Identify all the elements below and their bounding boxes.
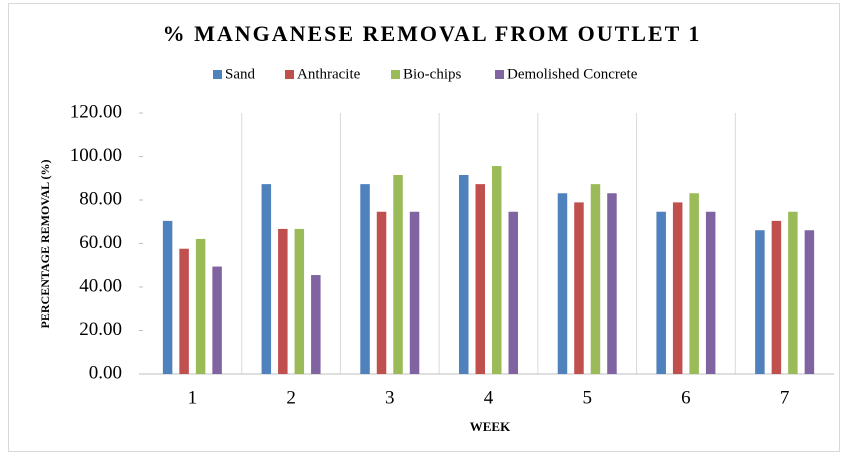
x-tick-label: 5 — [582, 387, 592, 408]
bar — [459, 174, 469, 374]
chart-frame — [8, 3, 840, 452]
y-tick-label: 120.00 — [70, 101, 122, 122]
bar — [162, 220, 173, 374]
bar — [574, 202, 584, 374]
bar — [607, 193, 617, 374]
x-tick-label: 1 — [188, 387, 198, 408]
x-tick-label: 3 — [385, 387, 395, 408]
bar — [804, 230, 815, 374]
bar — [311, 275, 321, 374]
y-tick-label: 40.00 — [79, 275, 122, 296]
bar — [376, 211, 387, 374]
bar — [179, 248, 189, 374]
bar — [508, 211, 518, 374]
legend-swatch — [495, 70, 504, 79]
bar — [656, 211, 666, 374]
chart-title: % MANGANESE REMOVAL FROM OUTLET 1 — [163, 21, 702, 46]
legend-swatch — [213, 70, 222, 79]
y-tick-label: 20.00 — [79, 319, 122, 340]
y-tick-label: 100.00 — [70, 145, 122, 166]
legend-swatch — [391, 70, 400, 79]
bar — [689, 193, 699, 374]
y-axis-label: PERCENTAGE REMOVAL (%) — [38, 160, 52, 329]
bar — [705, 211, 716, 374]
bar — [393, 174, 403, 374]
legend-label: Sand — [225, 66, 256, 82]
legend-label: Anthracite — [297, 66, 361, 82]
bar — [492, 166, 502, 374]
bar — [409, 211, 420, 374]
bar — [672, 202, 683, 374]
y-tick-label: 60.00 — [79, 232, 122, 253]
y-tick-label: 0.00 — [89, 362, 122, 383]
bar — [755, 230, 765, 374]
x-tick-label: 2 — [286, 387, 296, 408]
bar — [771, 220, 782, 374]
x-axis-label: WEEK — [470, 419, 511, 434]
legend-swatch — [285, 70, 294, 79]
bar — [360, 184, 370, 374]
bar — [261, 184, 272, 374]
x-tick-label: 6 — [681, 387, 691, 408]
y-tick-label: 80.00 — [79, 188, 122, 209]
legend-label: Demolished Concrete — [507, 66, 638, 82]
bar — [557, 193, 568, 374]
bar — [278, 228, 288, 374]
bar — [788, 211, 798, 374]
legend-label: Bio-chips — [403, 66, 461, 82]
bar — [475, 184, 485, 374]
bar — [195, 238, 206, 374]
bar — [590, 184, 601, 374]
bar — [294, 228, 305, 374]
bar — [212, 266, 222, 374]
x-tick-label: 7 — [780, 387, 790, 408]
x-tick-label: 4 — [484, 387, 494, 408]
